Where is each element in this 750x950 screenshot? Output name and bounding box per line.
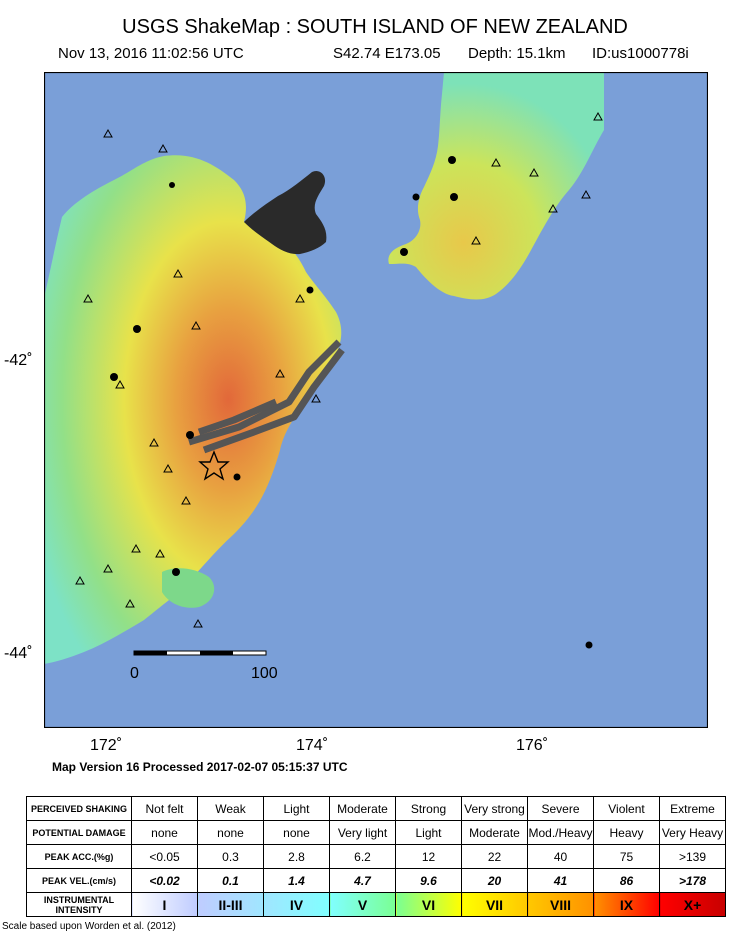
intensity-cell: X+ [659,892,726,917]
banks-peninsula [162,568,215,608]
vel-cell: 86 [593,868,660,893]
damage-cell: Heavy [593,820,660,845]
south-island [44,155,342,664]
map-version: Map Version 16 Processed 2017-02-07 05:1… [52,760,348,774]
station-markers [75,111,603,628]
town-dots [110,156,593,649]
vel-cell: 20 [461,868,528,893]
acc-header: PEAK ACC.(%g) [26,844,132,869]
lon-label-172: 172˚ [90,737,123,754]
intensity-cell: I [131,892,198,917]
lat-label-42: -42˚ [4,352,33,369]
damage-cell: Very Heavy [659,820,726,845]
vel-cell: <0.02 [131,868,198,893]
marlborough-sounds [244,170,327,255]
shaking-cell: Very strong [461,796,528,821]
intensity-cell: II-III [197,892,264,917]
damage-cell: Light [395,820,462,845]
intensity-cell: IX [593,892,660,917]
hypocenter-star [198,450,230,481]
shaking-cell: Weak [197,796,264,821]
event-id: ID:us1000778i [592,45,689,62]
intensity-cell: IV [263,892,330,917]
acc-cell: >139 [659,844,726,869]
acc-cell: 22 [461,844,528,869]
shaking-header: PERCEIVED SHAKING [26,796,132,821]
shaking-row: PERCEIVED SHAKING Not felt Weak Light Mo… [26,796,726,821]
shaking-cell: Light [263,796,330,821]
acc-cell: 6.2 [329,844,396,869]
intensity-row: INSTRUMENTAL INTENSITY I II-III IV V VI … [26,892,726,917]
vel-cell: 9.6 [395,868,462,893]
vel-cell: 41 [527,868,594,893]
lat-label-44: -44˚ [4,645,33,662]
scale-note: Scale based upon Worden et al. (2012) [2,921,176,932]
shaking-cell: Not felt [131,796,198,821]
acc-cell: 0.3 [197,844,264,869]
damage-cell: none [263,820,330,845]
acc-cell: <0.05 [131,844,198,869]
intensity-header: INSTRUMENTAL INTENSITY [26,892,132,917]
intensity-cell: VII [461,892,528,917]
lon-label-174: 174˚ [296,737,329,754]
acc-cell: 75 [593,844,660,869]
event-location: S42.74 E173.05 [333,45,441,62]
shakemap-map[interactable]: Palmerston North 0 100 [44,72,708,728]
scale-min: 0 [130,665,139,682]
damage-cell: Moderate [461,820,528,845]
acc-cell: 2.8 [263,844,330,869]
shaking-cell: Strong [395,796,462,821]
damage-cell: none [197,820,264,845]
damage-cell: Very light [329,820,396,845]
scale-bar: 0 100 [130,650,278,682]
shaking-cell: Moderate [329,796,396,821]
intensity-cell: VIII [527,892,594,917]
vel-header: PEAK VEL.(cm/s) [26,868,132,893]
vel-cell: 0.1 [197,868,264,893]
fault-ruptures [187,339,345,454]
north-island [388,72,604,300]
vel-cell: 4.7 [329,868,396,893]
shaking-cell: Severe [527,796,594,821]
acc-row: PEAK ACC.(%g) <0.05 0.3 2.8 6.2 12 22 40… [26,844,726,869]
acc-cell: 40 [527,844,594,869]
intensity-cell: V [329,892,396,917]
event-datetime: Nov 13, 2016 11:02:56 UTC [58,45,244,62]
damage-cell: Mod./Heavy [527,820,594,845]
damage-header: POTENTIAL DAMAGE [26,820,132,845]
acc-cell: 12 [395,844,462,869]
shaking-cell: Extreme [659,796,726,821]
scale-max: 100 [251,665,278,682]
map-title: USGS ShakeMap : SOUTH ISLAND OF NEW ZEAL… [122,16,628,38]
intensity-legend: PERCEIVED SHAKING Not felt Weak Light Mo… [26,796,726,917]
damage-cell: none [131,820,198,845]
lon-label-176: 176˚ [516,737,549,754]
damage-row: POTENTIAL DAMAGE none none none Very lig… [26,820,726,845]
intensity-cell: VI [395,892,462,917]
vel-cell: 1.4 [263,868,330,893]
shaking-cell: Violent [593,796,660,821]
vel-row: PEAK VEL.(cm/s) <0.02 0.1 1.4 4.7 9.6 20… [26,868,726,893]
event-depth: Depth: 15.1km [468,45,566,62]
vel-cell: >178 [659,868,726,893]
